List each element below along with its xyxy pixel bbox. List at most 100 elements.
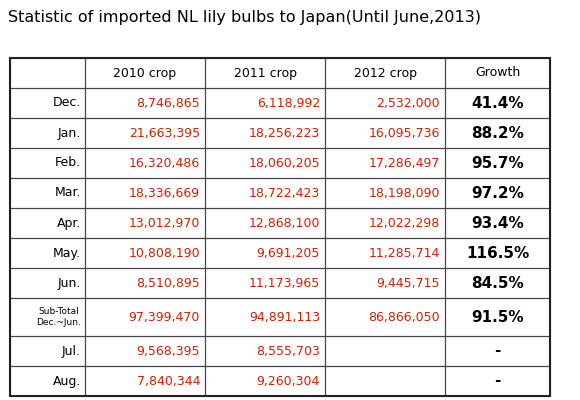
Text: -: - — [494, 344, 501, 358]
Text: Statistic of imported NL lily bulbs to Japan(Until June,2013): Statistic of imported NL lily bulbs to J… — [8, 10, 481, 25]
Text: 8,746,865: 8,746,865 — [136, 96, 200, 110]
Bar — [325, 58, 445, 88]
Bar — [445, 208, 550, 238]
Text: 7,840,344: 7,840,344 — [136, 374, 200, 388]
Bar — [10, 178, 85, 208]
Bar — [445, 88, 550, 118]
Text: 10,808,190: 10,808,190 — [128, 246, 200, 260]
Text: 8,555,703: 8,555,703 — [256, 344, 320, 358]
Text: 94,891,113: 94,891,113 — [249, 310, 320, 324]
Text: 11,285,714: 11,285,714 — [369, 246, 440, 260]
Bar — [205, 88, 325, 118]
Text: 91.5%: 91.5% — [471, 310, 524, 324]
Bar — [85, 298, 205, 336]
Bar — [85, 118, 205, 148]
Bar — [85, 238, 205, 268]
Bar — [10, 118, 85, 148]
Bar — [445, 366, 550, 396]
Bar — [325, 178, 445, 208]
Bar — [445, 238, 550, 268]
Bar — [10, 148, 85, 178]
Text: 8,510,895: 8,510,895 — [136, 276, 200, 290]
Bar — [325, 118, 445, 148]
Bar — [445, 118, 550, 148]
Text: Feb.: Feb. — [55, 156, 81, 170]
Bar — [325, 238, 445, 268]
Text: 95.7%: 95.7% — [471, 156, 524, 170]
Text: 97.2%: 97.2% — [471, 186, 524, 200]
Text: 86,866,050: 86,866,050 — [368, 310, 440, 324]
Text: 18,198,090: 18,198,090 — [368, 186, 440, 200]
Bar — [205, 366, 325, 396]
Bar — [205, 298, 325, 336]
Bar — [205, 238, 325, 268]
Bar — [205, 336, 325, 366]
Text: 2,532,000: 2,532,000 — [376, 96, 440, 110]
Bar — [325, 88, 445, 118]
Bar — [85, 148, 205, 178]
Text: 9,568,395: 9,568,395 — [136, 344, 200, 358]
Text: 41.4%: 41.4% — [471, 96, 524, 110]
Bar — [85, 336, 205, 366]
Text: 18,722,423: 18,722,423 — [249, 186, 320, 200]
Bar — [85, 208, 205, 238]
Text: Dec.: Dec. — [53, 96, 81, 110]
Bar — [445, 298, 550, 336]
Text: 9,691,205: 9,691,205 — [256, 246, 320, 260]
Text: Mar.: Mar. — [55, 186, 81, 200]
Text: Jun.: Jun. — [57, 276, 81, 290]
Bar — [445, 268, 550, 298]
Bar — [205, 178, 325, 208]
Bar — [10, 268, 85, 298]
Bar — [325, 366, 445, 396]
Text: 16,095,736: 16,095,736 — [369, 126, 440, 140]
Text: 12,022,298: 12,022,298 — [369, 216, 440, 230]
Bar — [10, 298, 85, 336]
Text: 18,256,223: 18,256,223 — [249, 126, 320, 140]
Text: Jul.: Jul. — [62, 344, 81, 358]
Text: 18,336,669: 18,336,669 — [129, 186, 200, 200]
Text: -: - — [494, 374, 501, 388]
Text: 97,399,470: 97,399,470 — [129, 310, 200, 324]
Bar — [325, 336, 445, 366]
Bar — [10, 58, 85, 88]
Bar — [445, 148, 550, 178]
Bar — [445, 58, 550, 88]
Bar — [325, 148, 445, 178]
Text: Jan.: Jan. — [58, 126, 81, 140]
Bar — [205, 148, 325, 178]
Bar — [85, 178, 205, 208]
Text: 17,286,497: 17,286,497 — [369, 156, 440, 170]
Bar — [325, 268, 445, 298]
Text: 21,663,395: 21,663,395 — [129, 126, 200, 140]
Text: 6,118,992: 6,118,992 — [257, 96, 320, 110]
Bar — [10, 366, 85, 396]
Bar — [205, 268, 325, 298]
Bar — [325, 298, 445, 336]
Text: 2011 crop: 2011 crop — [234, 66, 296, 80]
Text: 84.5%: 84.5% — [471, 276, 524, 290]
Text: Aug.: Aug. — [53, 374, 81, 388]
Text: May.: May. — [53, 246, 81, 260]
Text: 93.4%: 93.4% — [471, 216, 524, 230]
Text: 13,012,970: 13,012,970 — [129, 216, 200, 230]
Bar — [445, 178, 550, 208]
Text: 2012 crop: 2012 crop — [353, 66, 416, 80]
Bar — [10, 208, 85, 238]
Text: Apr.: Apr. — [57, 216, 81, 230]
Bar — [10, 88, 85, 118]
Text: 11,173,965: 11,173,965 — [249, 276, 320, 290]
Text: Sub-Total
Dec.~Jun.: Sub-Total Dec.~Jun. — [36, 307, 81, 327]
Text: 2010 crop: 2010 crop — [114, 66, 176, 80]
Text: 18,060,205: 18,060,205 — [248, 156, 320, 170]
Bar — [10, 58, 550, 396]
Bar — [85, 58, 205, 88]
Bar — [85, 268, 205, 298]
Bar — [205, 208, 325, 238]
Bar — [10, 336, 85, 366]
Bar — [85, 366, 205, 396]
Bar — [10, 238, 85, 268]
Text: 88.2%: 88.2% — [471, 126, 524, 140]
Bar — [445, 336, 550, 366]
Bar — [85, 88, 205, 118]
